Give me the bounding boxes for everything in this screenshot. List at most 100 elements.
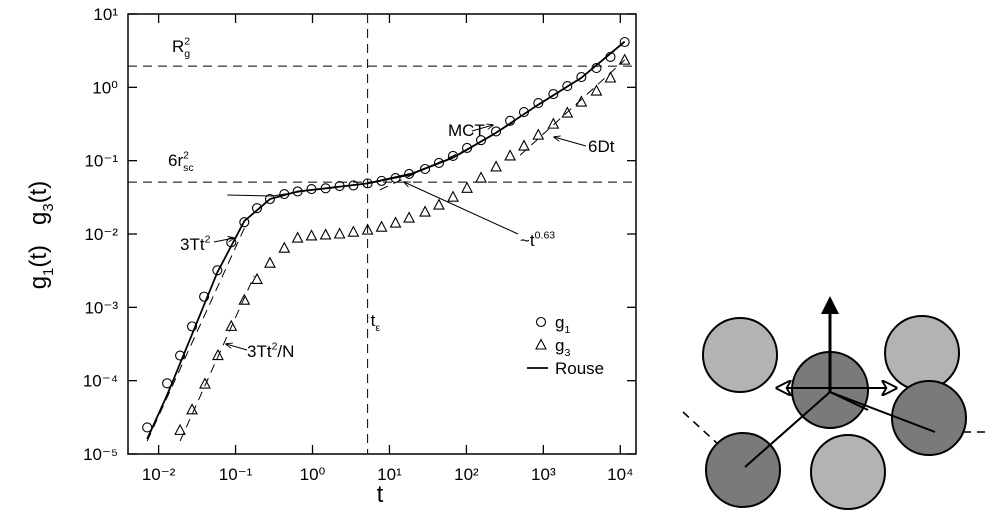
point <box>175 350 186 361</box>
annotation-arrow <box>554 137 587 147</box>
point <box>548 88 559 100</box>
point <box>333 227 346 239</box>
point <box>212 348 224 361</box>
point <box>174 423 186 435</box>
x-tick-label: 10⁻¹ <box>219 465 253 484</box>
annotation: 3Tt 2/N <box>247 340 294 361</box>
point <box>225 319 238 331</box>
y-tick-label: 10¹ <box>93 5 118 24</box>
point <box>264 193 276 205</box>
point <box>461 181 473 193</box>
point <box>239 217 250 228</box>
point <box>618 53 631 65</box>
bead-dark <box>705 432 781 508</box>
label-part: 1 <box>564 324 570 336</box>
reference-label: 6r sc2 <box>168 149 194 174</box>
label-part: 3Tt <box>247 342 272 361</box>
bead-light <box>702 317 778 393</box>
point <box>186 403 198 415</box>
point <box>447 190 459 202</box>
label-part: g <box>25 276 52 289</box>
annotation: ~t 0.63 <box>520 229 555 250</box>
annotation: MCT <box>448 121 485 140</box>
point <box>590 84 603 96</box>
label-part: 2 <box>183 149 189 161</box>
point <box>375 220 388 232</box>
point <box>291 231 304 243</box>
point <box>533 98 544 109</box>
point <box>604 71 617 83</box>
point <box>238 293 251 305</box>
y-tick-label: 10⁻² <box>84 225 118 244</box>
bead-dark <box>891 380 967 456</box>
label-part: MCT <box>448 121 485 140</box>
point <box>518 139 530 151</box>
annotation-arrow <box>404 182 519 235</box>
point <box>319 228 332 240</box>
label-part: 3 <box>564 347 570 359</box>
label-part: 2 <box>272 340 278 352</box>
point <box>433 157 445 169</box>
annotation-arrow <box>226 344 248 351</box>
annotation: 3Tt 2 <box>180 233 211 254</box>
point <box>490 160 502 172</box>
annotation: 6Dt <box>588 137 615 156</box>
point <box>532 128 545 140</box>
point <box>251 272 263 285</box>
x-tick-label: 10² <box>454 465 479 484</box>
diagram <box>682 296 991 510</box>
label-part: 3 <box>41 203 57 211</box>
fit-line <box>179 275 255 442</box>
x-axis-label: t <box>377 481 384 508</box>
point <box>212 265 223 276</box>
x-tick-label: 10⁴ <box>607 465 633 484</box>
label-part: 3Tt <box>180 235 205 254</box>
point <box>403 211 416 223</box>
legend-marker <box>535 338 547 350</box>
point <box>278 241 291 253</box>
y-tick-label: 10⁰ <box>92 78 118 97</box>
point <box>199 291 210 302</box>
label-part: /N <box>277 342 294 361</box>
point <box>619 36 630 48</box>
y-tick-label: 10⁻¹ <box>84 152 118 171</box>
fit-line <box>146 227 245 442</box>
point <box>561 106 574 118</box>
point <box>547 117 560 129</box>
label-part: (t) <box>25 181 52 204</box>
point <box>305 229 318 241</box>
point <box>433 198 445 210</box>
label-part: g <box>555 336 564 355</box>
line <box>146 40 626 440</box>
label-part: 6Dt <box>588 137 615 156</box>
point <box>347 225 360 237</box>
y-tick-label: 10⁻⁴ <box>83 372 118 391</box>
label-part: g <box>184 48 190 60</box>
label-part: R <box>172 37 184 56</box>
point <box>575 95 588 107</box>
label-part: 2 <box>184 35 190 47</box>
legend-label: Rouse <box>555 359 604 378</box>
point <box>264 256 276 268</box>
label-part: t <box>371 311 376 330</box>
x-tick-label: 10⁰ <box>300 465 326 484</box>
point <box>199 377 211 389</box>
point <box>576 72 587 83</box>
point <box>419 205 431 217</box>
label-part: Rouse <box>555 359 604 378</box>
label-part: ~t <box>520 231 535 250</box>
point <box>361 223 374 235</box>
y-tick-label: 10⁻³ <box>84 298 118 317</box>
legend-marker <box>535 316 547 328</box>
x-tick-label: 10¹ <box>377 465 402 484</box>
label-part: 6r <box>168 151 183 170</box>
bond <box>829 391 869 411</box>
label-part: (t) g <box>25 212 52 268</box>
y-tick-label: 10⁻⁵ <box>83 445 118 464</box>
